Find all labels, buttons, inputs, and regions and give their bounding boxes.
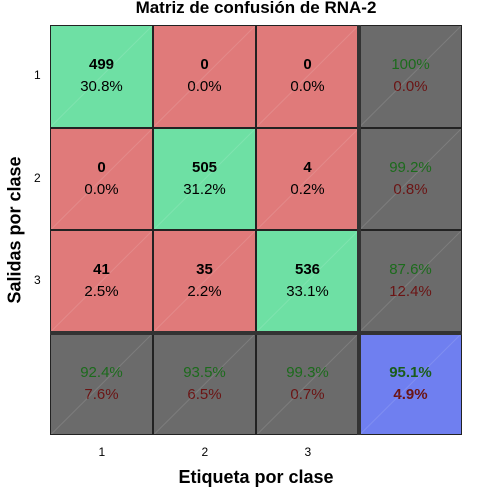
cell-percent: 0.0% — [290, 78, 325, 96]
matrix-cell-r1-c1: 499 30.8% — [50, 25, 153, 128]
summary-error: 7.6% — [84, 385, 119, 403]
x-tick-label: 2 — [201, 445, 209, 459]
matrix-cell-r1-c2: 0 0.0% — [153, 25, 256, 128]
summary-correct: 99.2% — [389, 158, 432, 176]
col-summary-cell-2: 93.5% 6.5% — [153, 332, 256, 435]
x-axis-label: Etiqueta por clase — [178, 467, 334, 487]
y-axis-label: Salidas por clase — [4, 156, 25, 304]
col-summary-cell-3: 99.3% 0.7% — [256, 332, 359, 435]
chart-title: Matriz de confusión de RNA-2 — [135, 0, 377, 17]
summary-correct: 93.5% — [183, 363, 226, 381]
cell-count: 536 — [294, 261, 321, 279]
summary-error: 0.7% — [290, 385, 325, 403]
overall-accuracy-cell: 95.1% 4.9% — [359, 332, 462, 435]
summary-separator-horizontal — [50, 330, 462, 335]
summary-error: 0.8% — [393, 180, 428, 198]
summary-correct: 99.3% — [286, 363, 329, 381]
cell-count: 4 — [303, 158, 312, 176]
summary-correct: 87.6% — [389, 261, 432, 279]
summary-error: 0.0% — [393, 78, 428, 96]
cell-percent: 33.1% — [286, 283, 329, 301]
cell-count: 35 — [196, 261, 213, 279]
matrix-cell-r3-c3: 536 33.1% — [256, 230, 359, 333]
cell-percent: 0.0% — [84, 180, 119, 198]
matrix-cell-r3-c2: 35 2.2% — [153, 230, 256, 333]
overall-correct: 95.1% — [389, 363, 432, 381]
y-tick-label: 3 — [34, 273, 41, 288]
cell-percent: 2.5% — [84, 283, 119, 301]
cell-count: 0 — [200, 56, 209, 74]
overall-error: 4.9% — [393, 385, 428, 403]
y-tick-label: 2 — [34, 170, 41, 185]
x-tick-label: 1 — [98, 445, 106, 459]
cell-count: 0 — [97, 158, 106, 176]
matrix-cell-r2-c3: 4 0.2% — [256, 127, 359, 230]
row-summary-cell-2: 99.2% 0.8% — [359, 127, 462, 230]
cell-percent: 0.2% — [290, 180, 325, 198]
cell-count: 41 — [93, 261, 110, 279]
row-summary-cell-1: 100% 0.0% — [359, 25, 462, 128]
matrix-cell-r1-c3: 0 0.0% — [256, 25, 359, 128]
cell-count: 499 — [88, 56, 115, 74]
cell-percent: 30.8% — [80, 78, 123, 96]
row-summary-cell-3: 87.6% 12.4% — [359, 230, 462, 333]
cell-percent: 0.0% — [187, 78, 222, 96]
summary-error: 6.5% — [187, 385, 222, 403]
x-tick-label: 3 — [304, 445, 312, 459]
matrix-cell-r2-c1: 0 0.0% — [50, 127, 153, 230]
cell-percent: 2.2% — [187, 283, 222, 301]
summary-correct: 100% — [391, 56, 430, 74]
confusion-matrix: 499 30.8% 0 0.0% 0 0.0% 0 0.0% 505 31.2% 4 0.2% 41 2.… — [50, 25, 462, 435]
matrix-cell-r3-c1: 41 2.5% — [50, 230, 153, 333]
y-tick-label: 1 — [34, 68, 41, 83]
summary-error: 12.4% — [389, 283, 432, 301]
summary-separator-vertical — [357, 25, 361, 435]
cell-count: 0 — [303, 56, 312, 74]
cell-percent: 31.2% — [183, 180, 226, 198]
matrix-cell-r2-c2: 505 31.2% — [153, 127, 256, 230]
cell-count: 505 — [191, 158, 218, 176]
summary-correct: 92.4% — [80, 363, 123, 381]
col-summary-cell-1: 92.4% 7.6% — [50, 332, 153, 435]
